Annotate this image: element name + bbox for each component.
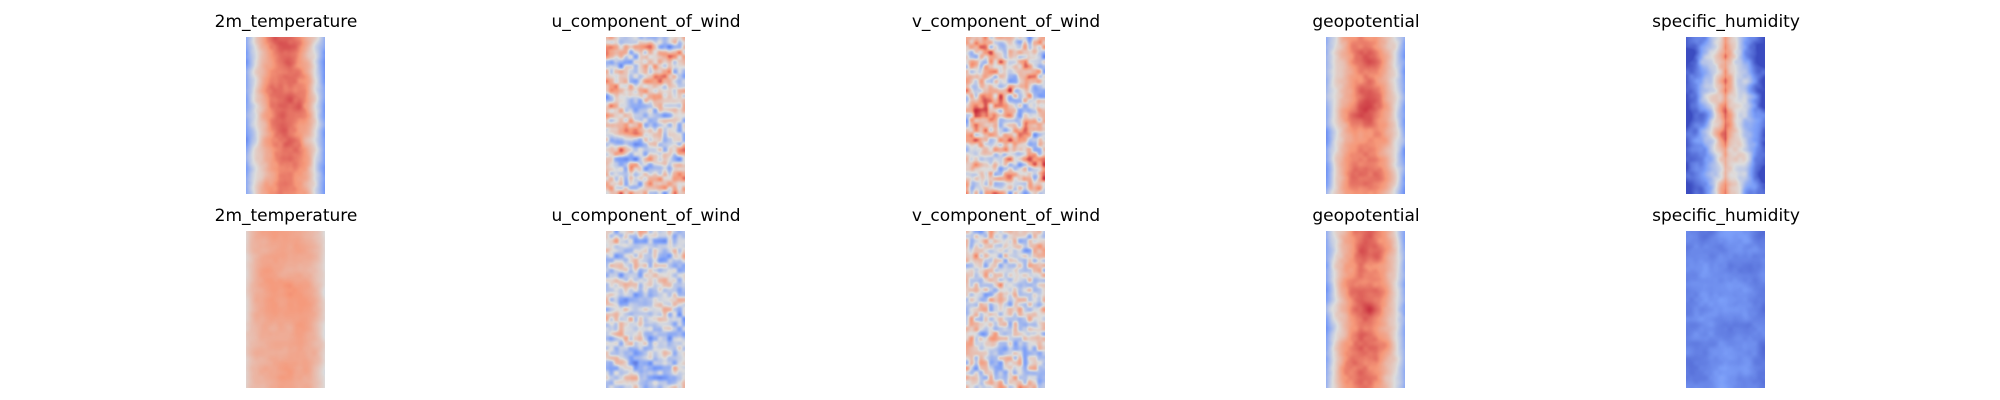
panel-title: u_component_of_wind [551,206,741,226]
panel-title: v_component_of_wind [911,12,1101,32]
heatmap-image [246,231,325,388]
panel-title: geopotential [1312,206,1420,226]
heatmap-image [606,231,685,388]
heatmap-image [606,37,685,194]
panel-title: u_component_of_wind [551,12,741,32]
heatmap-image [1326,231,1405,388]
panel-title: 2m_temperature [214,206,358,226]
heatmap-image [966,231,1045,388]
heatmap-image [1686,231,1765,388]
panel-title: specific_humidity [1652,206,1800,226]
panel-title: geopotential [1312,12,1420,32]
heatmap-image [246,37,325,194]
heatmap-image [1326,37,1405,194]
heatmap-image [1686,37,1765,194]
heatmap-image [966,37,1045,194]
panel-title: 2m_temperature [214,12,358,32]
panel-title: specific_humidity [1652,12,1800,32]
panel-title: v_component_of_wind [911,206,1101,226]
